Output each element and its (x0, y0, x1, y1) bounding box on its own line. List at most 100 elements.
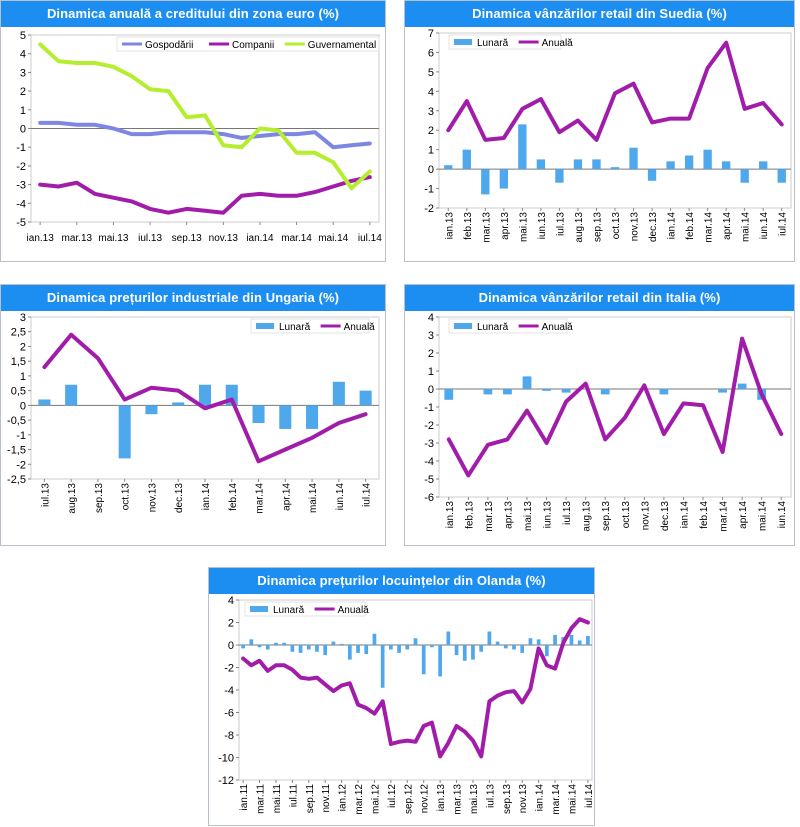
bar-lunara (483, 389, 493, 395)
plot-area (438, 316, 792, 498)
y-tick-label: -4 (16, 198, 26, 210)
y-tick-label: -1 (424, 184, 434, 196)
y-tick-label: 5 (20, 30, 26, 42)
bar-lunara (38, 399, 51, 406)
legend (116, 36, 380, 52)
bar-lunara (520, 645, 525, 653)
chart-panel-housing-netherlands: Dinamica prețurilor locuințelor din Olan… (208, 567, 595, 826)
x-tick-label: iun.14 (759, 212, 770, 240)
bar-lunara (413, 638, 418, 645)
line-companii (38, 175, 372, 215)
y-tick-label: -2 (224, 663, 234, 675)
x-tick-label: sep.13 (601, 501, 612, 531)
bar-lunara (666, 161, 675, 170)
bar-lunara (380, 645, 385, 688)
bar-lunara (446, 631, 451, 645)
line-gospodării (38, 120, 372, 150)
legend-label: Gospodării (145, 40, 193, 51)
x-tick-label: mai.13 (98, 233, 128, 244)
bar-lunara (438, 645, 442, 677)
legend (244, 601, 366, 617)
line-guvernamental (38, 42, 372, 191)
x-tick-label: mai.13 (469, 784, 480, 814)
chart-panel-retail-italy: Dinamica vânzărilor retail din Italia (%… (404, 284, 795, 546)
line-anuală (42, 332, 368, 464)
y-tick-label: -2 (424, 203, 434, 215)
x-tick-label: aug.13 (574, 212, 585, 243)
bar-lunara (600, 389, 610, 395)
x-tick-label: sep.11 (305, 784, 316, 814)
x-tick-label: iul.13 (555, 212, 566, 236)
y-tick-label: 3 (428, 106, 434, 118)
x-tick-label: feb.13 (463, 212, 474, 240)
bar-lunara (479, 645, 484, 652)
x-tick-label: mar.14 (704, 212, 715, 243)
y-tick-label: 0 (20, 124, 26, 136)
bar-lunara (198, 384, 212, 406)
chart-title: Dinamica anuală a creditului din zona eu… (1, 1, 385, 27)
y-tick-label: -6 (224, 708, 234, 720)
legend-swatch (250, 606, 268, 612)
bar-lunara (503, 389, 512, 395)
x-tick-label: iul.12 (387, 784, 398, 808)
bar-lunara (249, 639, 254, 645)
x-tick-label: feb.14 (228, 483, 239, 511)
chart-svg: 4 2 0 -2 -4 -6 -8 -10 -12 ian.11 mar.11 mai.11 iul.1… (218, 595, 595, 815)
x-tick-label: feb.14 (685, 212, 696, 240)
y-tick-label: 2 (20, 341, 26, 353)
x-tick-label: nov.11 (321, 784, 332, 813)
legend-label: Lunară (477, 38, 509, 49)
x-tick-label: sep.13 (94, 483, 105, 513)
bar-lunara (315, 645, 319, 652)
y-tick-label: 4 (20, 49, 26, 61)
x-tick-label: ian.14 (535, 784, 546, 812)
x-tick-label: nov.13 (640, 501, 651, 531)
legend-label: Lunară (477, 322, 509, 333)
x-tick-label: aug.13 (67, 483, 78, 514)
y-tick-label: 2 (428, 348, 434, 360)
x-tick-label: ian.14 (667, 212, 678, 240)
y-tick-label: 4 (428, 312, 434, 324)
legend-swatch (256, 323, 274, 329)
x-tick-label: iul.13 (562, 501, 573, 525)
x-tick-label: sep.13 (502, 784, 513, 814)
bar-lunara (241, 645, 245, 649)
legend (448, 34, 562, 50)
bar-lunara (499, 169, 509, 189)
y-tick-label: 3 (20, 312, 26, 324)
bar-lunara (331, 641, 336, 645)
bar-lunara (512, 645, 516, 650)
bar-lunara (145, 405, 158, 415)
bar-lunara (356, 645, 360, 653)
y-tick-label: 3 (20, 67, 26, 79)
y-tick-label: -2,5 (7, 474, 26, 486)
legend-label: Anuală (344, 322, 376, 333)
bar-lunara (569, 634, 574, 645)
y-tick-label: -2 (16, 459, 26, 471)
y-tick-label: 1 (20, 371, 26, 383)
x-tick-label: oct.13 (121, 483, 132, 511)
x-tick-label: mar.13 (481, 212, 492, 243)
bar-lunara (592, 159, 601, 170)
x-tick-label: mar.14 (719, 501, 730, 532)
y-tick-label: -5 (424, 474, 434, 486)
y-tick-label: -2 (16, 161, 26, 173)
y-tick-label: -10 (218, 753, 234, 765)
bar-lunara (462, 149, 471, 170)
bar-lunara (306, 645, 311, 650)
x-tick-label: mar.14 (551, 784, 562, 815)
x-tick-label: iun.13 (543, 501, 554, 529)
plot-area (438, 32, 792, 209)
y-tick-label: 2,5 (11, 327, 26, 339)
y-tick-label: 0,5 (11, 386, 26, 398)
bar-lunara (397, 645, 401, 653)
x-tick-label: mai.14 (308, 483, 319, 513)
x-tick-label: mai.13 (523, 501, 534, 531)
plot-area (238, 599, 593, 781)
x-tick-label: iul.13 (40, 483, 51, 507)
y-tick-label: 2 (228, 618, 234, 630)
y-tick-label: -1 (16, 142, 26, 154)
bar-lunara (282, 642, 286, 645)
chart-panel-credit-euro: Dinamica anuală a creditului din zona eu… (0, 0, 386, 262)
